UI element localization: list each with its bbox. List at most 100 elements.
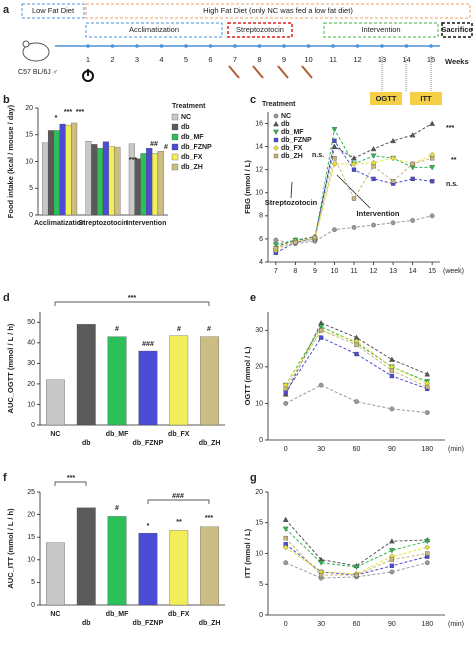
point xyxy=(312,235,318,240)
y-tick-label: 10 xyxy=(255,550,263,557)
x-tick-label: Streptozotocin xyxy=(79,220,128,227)
y-tick-label: 0 xyxy=(259,437,263,444)
x-tick-label: 12 xyxy=(370,268,378,275)
phase-box xyxy=(441,22,473,38)
annotation: n.s. xyxy=(312,152,324,159)
legend-swatch xyxy=(171,133,179,141)
annotation: # xyxy=(115,326,119,333)
y-tick-label: 30 xyxy=(255,327,263,334)
x-tick-label: db_FZNP xyxy=(133,620,164,627)
diet-box xyxy=(85,3,471,19)
legend-label: db_FX xyxy=(181,154,203,161)
x-tick-label: 60 xyxy=(353,621,361,628)
week-label: 4 xyxy=(159,55,163,64)
point xyxy=(389,563,395,568)
series-line xyxy=(285,384,428,414)
x-tick-label: 11 xyxy=(350,268,357,275)
annotation: ### xyxy=(142,341,154,348)
x-tick-label: 60 xyxy=(353,446,361,453)
week-label: 6 xyxy=(208,55,212,64)
week-dot xyxy=(233,44,237,48)
bar xyxy=(102,141,109,216)
series-line xyxy=(285,528,428,568)
panel-letter: a xyxy=(3,4,10,16)
phase-label: Intervention xyxy=(361,25,400,34)
week-dot xyxy=(429,44,433,48)
x-tick-label: 90 xyxy=(388,621,396,628)
legend-label: db_ZH xyxy=(281,153,303,160)
point xyxy=(389,538,395,544)
bar xyxy=(169,335,189,426)
annotation: # xyxy=(207,326,211,333)
week-dot xyxy=(306,44,311,48)
week-label: 10 xyxy=(304,55,312,64)
x-tick-label: Acclimatization xyxy=(34,220,85,227)
point xyxy=(410,161,415,167)
bar xyxy=(107,336,127,426)
week-dot xyxy=(380,44,384,48)
point xyxy=(332,156,337,161)
weeks-label: Weeks xyxy=(445,57,469,66)
point xyxy=(389,356,395,362)
y-tick-label: 10 xyxy=(27,401,35,408)
y-tick-label: 6 xyxy=(259,236,263,243)
legend-label: db xyxy=(181,124,190,131)
phase-box xyxy=(85,22,223,38)
week-dot xyxy=(208,44,213,48)
week-dot xyxy=(135,44,139,48)
point xyxy=(351,161,357,167)
point xyxy=(370,153,377,159)
point xyxy=(273,129,279,135)
point xyxy=(425,551,430,556)
x-tick-label: 0 xyxy=(284,446,288,453)
series-line xyxy=(285,562,428,579)
annotation: # xyxy=(115,505,119,512)
legend-swatch xyxy=(171,153,179,161)
y-tick-label: 0 xyxy=(259,612,263,619)
point xyxy=(424,371,431,377)
point xyxy=(389,557,395,562)
bar xyxy=(151,153,159,216)
x-tick-label: db_MF xyxy=(106,431,129,438)
y-tick-label: 15 xyxy=(255,520,263,527)
test-box xyxy=(410,92,442,105)
point xyxy=(389,569,395,575)
mouse-icon xyxy=(22,40,30,48)
week-label: 13 xyxy=(378,55,386,64)
y-tick-label: 5 xyxy=(29,185,33,192)
bar xyxy=(200,336,219,426)
x-axis-label: (min) xyxy=(448,621,464,628)
legend-label: db xyxy=(281,121,290,128)
week-dot xyxy=(331,44,335,48)
y-axis-label: FBG (mmol / L) xyxy=(243,160,252,214)
annotation: *** xyxy=(128,295,136,302)
y-tick-label: 8 xyxy=(259,213,263,220)
week-label: 12 xyxy=(353,55,361,64)
point xyxy=(429,165,436,171)
y-tick-label: 5 xyxy=(259,581,263,588)
x-tick-label: 10 xyxy=(331,268,339,275)
point xyxy=(424,538,431,545)
y-tick-label: 0 xyxy=(29,212,33,219)
phase-box xyxy=(323,22,439,38)
x-tick-label: Intervention xyxy=(126,220,166,227)
point xyxy=(410,176,415,182)
test-label: ITT xyxy=(420,94,432,103)
annotation: *** xyxy=(67,475,75,482)
y-tick-label: 20 xyxy=(255,364,263,371)
point xyxy=(389,548,395,554)
point xyxy=(282,516,289,522)
phase-box xyxy=(227,22,293,38)
bar xyxy=(134,158,141,216)
point xyxy=(424,410,430,415)
bar xyxy=(138,532,158,606)
panel-letter: d xyxy=(3,292,10,304)
point xyxy=(318,320,324,326)
y-axis-label: ITT (mmol / L) xyxy=(243,528,252,578)
x-tick-label: 0 xyxy=(284,621,288,628)
y-axis-label: AUC_OGTT (mmol / L / h) xyxy=(6,323,15,413)
bar xyxy=(146,147,153,216)
week-label: 15 xyxy=(427,55,435,64)
point xyxy=(354,351,359,357)
